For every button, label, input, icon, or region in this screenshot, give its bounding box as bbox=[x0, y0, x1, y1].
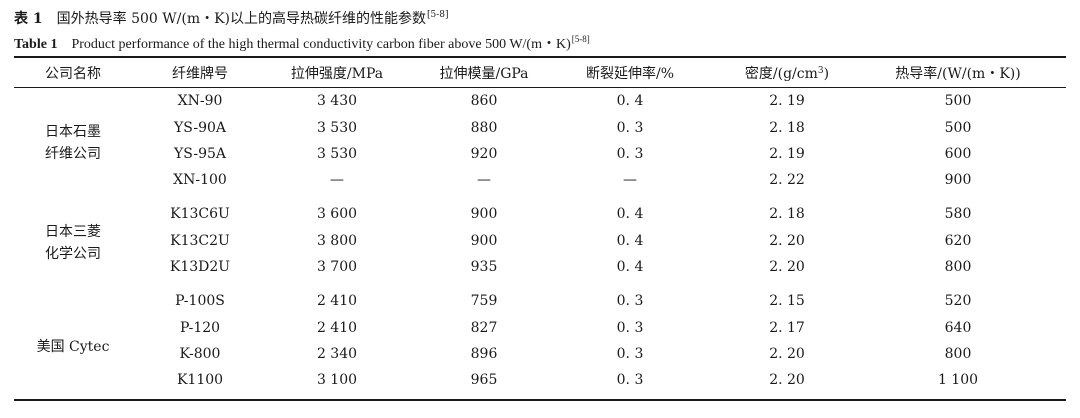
cell-density: 2. 20 bbox=[769, 233, 805, 249]
caption-text-en: Product performance of the high thermal … bbox=[71, 37, 571, 52]
cell-elongation: 0. 3 bbox=[616, 120, 644, 136]
cell-density: 2. 17 bbox=[769, 320, 805, 336]
table-caption-zh: 表 1 国外热导率 500 W/(m・K)以上的高导热碳纤维的性能参数[5-8] bbox=[14, 8, 449, 28]
caption-ref-en: [5-8] bbox=[571, 34, 590, 44]
cell-density: 2. 20 bbox=[769, 372, 805, 388]
cell-conductivity: 500 bbox=[944, 120, 972, 136]
cell-conductivity: 500 bbox=[944, 93, 972, 109]
cell-tensile-modulus: 900 bbox=[470, 233, 498, 249]
cell-tensile-modulus: 896 bbox=[470, 346, 498, 362]
cell-grade: YS-90A bbox=[173, 120, 227, 136]
cell-elongation: 0. 4 bbox=[616, 206, 644, 222]
cell-tensile-modulus: 827 bbox=[470, 320, 498, 336]
header-density-exponent: 3 bbox=[817, 66, 824, 76]
table-label-en: Table 1 bbox=[14, 37, 58, 52]
cell-conductivity: 600 bbox=[944, 146, 972, 162]
cell-tensile-strength: 3 100 bbox=[316, 372, 358, 388]
cell-conductivity: 580 bbox=[944, 206, 972, 222]
cell-density: 2. 20 bbox=[769, 259, 805, 275]
company-name-line1: 日本三菱 bbox=[45, 224, 101, 240]
cell-grade: K13C6U bbox=[170, 206, 230, 222]
cell-grade: P-120 bbox=[179, 320, 221, 336]
cell-elongation: 0. 3 bbox=[616, 320, 644, 336]
cell-conductivity: 620 bbox=[944, 233, 972, 249]
cell-elongation: 0. 3 bbox=[616, 372, 644, 388]
cell-elongation: 0. 4 bbox=[616, 93, 644, 109]
header-company: 公司名称 bbox=[45, 66, 101, 82]
table-label-zh: 表 1 bbox=[14, 11, 43, 27]
company-name-line1: 美国 Cytec bbox=[36, 339, 110, 355]
cell-grade: XN-90 bbox=[177, 93, 223, 109]
cell-grade: XN-100 bbox=[173, 172, 227, 188]
caption-ref-zh: [5-8] bbox=[427, 10, 449, 20]
header-elongation: 断裂延伸率/% bbox=[585, 66, 675, 82]
cell-tensile-strength: — bbox=[330, 172, 344, 188]
cell-density: 2. 20 bbox=[769, 346, 805, 362]
company-cell: 日本三菱 化学公司 bbox=[45, 221, 101, 265]
cell-tensile-strength: 3 600 bbox=[316, 206, 358, 222]
cell-elongation: — bbox=[623, 172, 637, 188]
cell-elongation: 0. 3 bbox=[616, 293, 644, 309]
header-grade: 纤维牌号 bbox=[172, 66, 228, 82]
header-density-text: 密度/(g/cm bbox=[744, 66, 818, 82]
header-tensile-modulus: 拉伸模量/GPa bbox=[439, 66, 529, 82]
cell-elongation: 0. 4 bbox=[616, 233, 644, 249]
company-name-line2: 化学公司 bbox=[45, 246, 101, 262]
cell-tensile-modulus: 900 bbox=[470, 206, 498, 222]
table-caption-en: Table 1 Product performance of the high t… bbox=[14, 33, 590, 53]
cell-tensile-strength: 3 800 bbox=[316, 233, 358, 249]
cell-elongation: 0. 3 bbox=[616, 346, 644, 362]
cell-tensile-strength: 2 410 bbox=[316, 320, 358, 336]
header-density: 密度/(g/cm3) bbox=[745, 63, 829, 83]
cell-tensile-strength: 2 410 bbox=[316, 293, 358, 309]
cell-tensile-modulus: 759 bbox=[470, 293, 498, 309]
cell-tensile-strength: 2 340 bbox=[316, 346, 358, 362]
cell-tensile-modulus: 860 bbox=[470, 93, 498, 109]
caption-text-zh: 国外热导率 500 W/(m・K)以上的高导热碳纤维的性能参数 bbox=[56, 11, 427, 27]
cell-tensile-modulus: 880 bbox=[470, 120, 498, 136]
header-conductivity: 热导率/(W/(m・K)) bbox=[895, 66, 1021, 82]
cell-conductivity: 800 bbox=[944, 346, 972, 362]
cell-tensile-strength: 3 530 bbox=[316, 120, 358, 136]
cell-density: 2. 22 bbox=[769, 172, 805, 188]
cell-tensile-strength: 3 430 bbox=[316, 93, 358, 109]
cell-tensile-strength: 3 530 bbox=[316, 146, 358, 162]
cell-conductivity: 900 bbox=[944, 172, 972, 188]
cell-tensile-modulus: — bbox=[477, 172, 491, 188]
cell-tensile-modulus: 965 bbox=[470, 372, 498, 388]
header-tensile-strength: 拉伸强度/MPa bbox=[290, 66, 384, 82]
cell-tensile-modulus: 935 bbox=[470, 259, 498, 275]
cell-density: 2. 19 bbox=[769, 93, 805, 109]
company-name-line1: 日本石墨 bbox=[45, 124, 101, 140]
cell-elongation: 0. 3 bbox=[616, 146, 644, 162]
company-cell: 日本石墨 纤维公司 bbox=[45, 121, 101, 165]
cell-conductivity: 520 bbox=[944, 293, 972, 309]
cell-tensile-strength: 3 700 bbox=[316, 259, 358, 275]
cell-grade: K13D2U bbox=[169, 259, 231, 275]
cell-grade: YS-95A bbox=[173, 146, 227, 162]
bottom-rule bbox=[14, 399, 1066, 401]
cell-conductivity: 1 100 bbox=[937, 372, 979, 388]
cell-density: 2. 18 bbox=[769, 120, 805, 136]
cell-grade: K1100 bbox=[176, 372, 224, 388]
top-rule bbox=[14, 56, 1066, 58]
cell-grade: K-800 bbox=[179, 346, 221, 362]
cell-grade: P-100S bbox=[175, 293, 225, 309]
cell-density: 2. 18 bbox=[769, 206, 805, 222]
cell-grade: K13C2U bbox=[170, 233, 230, 249]
company-name-line2: 纤维公司 bbox=[45, 146, 101, 162]
cell-conductivity: 640 bbox=[944, 320, 972, 336]
header-density-close: ) bbox=[823, 66, 830, 82]
cell-conductivity: 800 bbox=[944, 259, 972, 275]
cell-density: 2. 19 bbox=[769, 146, 805, 162]
cell-density: 2. 15 bbox=[769, 293, 805, 309]
header-rule bbox=[14, 87, 1066, 88]
company-cell: 美国 Cytec bbox=[37, 336, 110, 358]
cell-tensile-modulus: 920 bbox=[470, 146, 498, 162]
cell-elongation: 0. 4 bbox=[616, 259, 644, 275]
